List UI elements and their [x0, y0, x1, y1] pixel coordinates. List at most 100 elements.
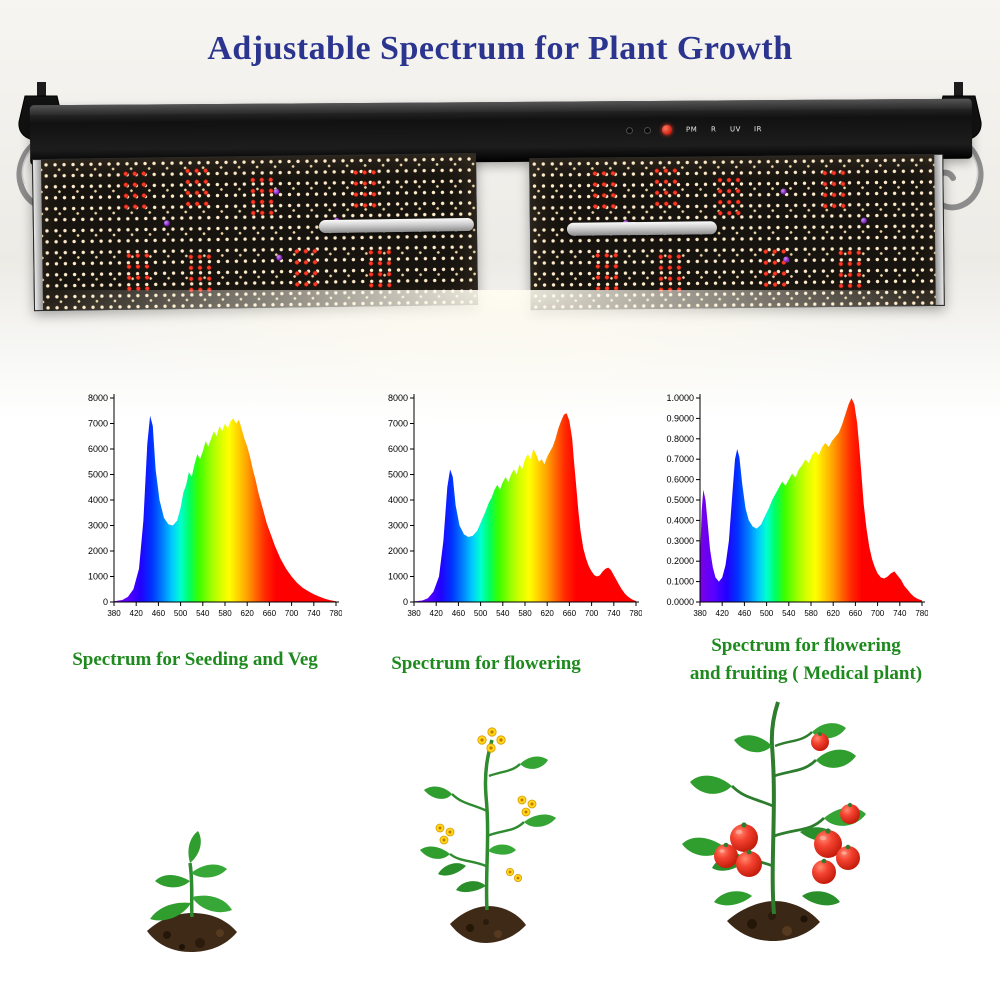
- light-glow: [40, 290, 960, 430]
- svg-text:0.5000: 0.5000: [666, 495, 694, 505]
- svg-text:620: 620: [541, 609, 555, 618]
- svg-text:0.2000: 0.2000: [666, 556, 694, 566]
- svg-text:6000: 6000: [388, 444, 408, 454]
- page-title: Adjustable Spectrum for Plant Growth: [207, 30, 793, 67]
- fruiting-tomato-plant-illustration: [682, 701, 866, 941]
- mounting-rail: [566, 221, 718, 236]
- led-panel-right: [529, 153, 945, 311]
- svg-text:780: 780: [915, 609, 928, 618]
- svg-text:500: 500: [760, 609, 774, 618]
- uv-led-icon: [163, 220, 170, 227]
- chart-caption-flowering-fruiting: Spectrum for flowering and fruiting ( Me…: [689, 635, 923, 684]
- svg-text:4000: 4000: [388, 495, 408, 505]
- svg-text:7000: 7000: [388, 419, 408, 429]
- svg-text:2000: 2000: [388, 546, 408, 556]
- soil-mound: [147, 913, 237, 952]
- svg-text:0.6000: 0.6000: [666, 475, 694, 485]
- svg-text:6000: 6000: [88, 444, 108, 454]
- spectrum-chart-seeding-veg: 0 1000 2000 3000 4000 5000 6000 7000 8000 380 420 4…: [70, 388, 343, 630]
- svg-text:460: 460: [738, 609, 752, 618]
- stems: [725, 701, 825, 915]
- svg-text:3000: 3000: [388, 521, 408, 531]
- svg-text:1000: 1000: [388, 572, 408, 582]
- housing-top-edge: [29, 98, 972, 116]
- svg-text:740: 740: [893, 609, 907, 618]
- red-led-cluster: [351, 167, 379, 212]
- svg-text:0.0000: 0.0000: [666, 597, 694, 607]
- svg-text:660: 660: [563, 609, 577, 618]
- svg-text:700: 700: [585, 609, 599, 618]
- red-led-cluster: [124, 250, 152, 295]
- svg-text:1.0000: 1.0000: [666, 393, 694, 403]
- uv-led-icon: [273, 188, 280, 195]
- red-led-cluster: [715, 174, 743, 220]
- svg-text:540: 540: [196, 609, 210, 618]
- svg-text:0.8000: 0.8000: [666, 434, 694, 444]
- power-button: [661, 124, 673, 135]
- red-led-cluster: [248, 174, 276, 220]
- stem-and-leaves: [150, 831, 232, 921]
- svg-text:500: 500: [474, 609, 488, 618]
- svg-text:700: 700: [285, 609, 299, 618]
- leaves: [420, 756, 556, 893]
- svg-text:460: 460: [152, 609, 166, 618]
- red-led-cluster: [820, 167, 848, 213]
- red-led-cluster: [761, 246, 789, 291]
- svg-text:0.3000: 0.3000: [666, 536, 694, 546]
- spectrum-chart-flowering: 0 1000 2000 3000 4000 5000 6000 7000 8000 380 420 4…: [370, 388, 643, 630]
- red-led-cluster: [590, 168, 618, 213]
- svg-text:420: 420: [716, 609, 730, 618]
- stems: [449, 739, 525, 911]
- svg-text:380: 380: [107, 609, 121, 618]
- soil-mound: [727, 901, 820, 941]
- svg-text:0: 0: [103, 597, 108, 607]
- svg-text:780: 780: [329, 609, 342, 618]
- svg-text:580: 580: [518, 609, 532, 618]
- svg-text:460: 460: [452, 609, 466, 618]
- red-led-cluster: [593, 250, 621, 295]
- uv-led-icon: [780, 188, 787, 195]
- svg-text:580: 580: [804, 609, 818, 618]
- svg-text:7000: 7000: [88, 419, 108, 429]
- svg-text:700: 700: [871, 609, 885, 618]
- connector-port: [625, 127, 634, 135]
- svg-text:2000: 2000: [88, 546, 108, 556]
- svg-text:1000: 1000: [88, 572, 108, 582]
- red-led-cluster: [652, 165, 680, 210]
- svg-text:0.1000: 0.1000: [666, 577, 694, 587]
- mounting-bracket-edge: [934, 154, 944, 305]
- red-led-cluster: [183, 165, 211, 210]
- svg-text:620: 620: [827, 609, 841, 618]
- flowering-plant-illustration: [420, 727, 556, 943]
- svg-text:380: 380: [693, 609, 707, 618]
- red-led-cluster: [366, 247, 394, 292]
- svg-text:580: 580: [218, 609, 232, 618]
- chart-caption-seeding-veg: Spectrum for Seeding and Veg: [72, 649, 318, 670]
- mounting-bracket-edge: [32, 159, 44, 311]
- svg-text:660: 660: [849, 609, 863, 618]
- svg-text:4000: 4000: [88, 495, 108, 505]
- svg-text:740: 740: [307, 609, 321, 618]
- svg-text:740: 740: [607, 609, 621, 618]
- spectrum-chart-flowering-fruiting: 0.0000 0.1000 0.2000 0.3000 0.4000 0.5000 0.60…: [656, 388, 929, 630]
- svg-text:540: 540: [782, 609, 796, 618]
- led-panel-left: [31, 152, 479, 312]
- svg-text:380: 380: [407, 609, 421, 618]
- grow-light-fixture: PM R UV IR: [0, 80, 1000, 430]
- uv-led-icon: [860, 217, 867, 224]
- svg-text:500: 500: [174, 609, 188, 618]
- svg-text:3000: 3000: [88, 521, 108, 531]
- svg-text:420: 420: [130, 609, 144, 618]
- svg-text:5000: 5000: [388, 470, 408, 480]
- svg-text:0.4000: 0.4000: [666, 515, 694, 525]
- uv-led-icon: [276, 254, 283, 261]
- mounting-rail: [318, 217, 475, 234]
- red-led-cluster: [292, 246, 320, 291]
- seedling-plant-illustration: [147, 831, 237, 952]
- svg-text:8000: 8000: [88, 393, 108, 403]
- svg-text:0: 0: [403, 597, 408, 607]
- svg-text:8000: 8000: [388, 393, 408, 403]
- uv-led-icon: [783, 256, 790, 263]
- red-led-cluster: [121, 168, 149, 213]
